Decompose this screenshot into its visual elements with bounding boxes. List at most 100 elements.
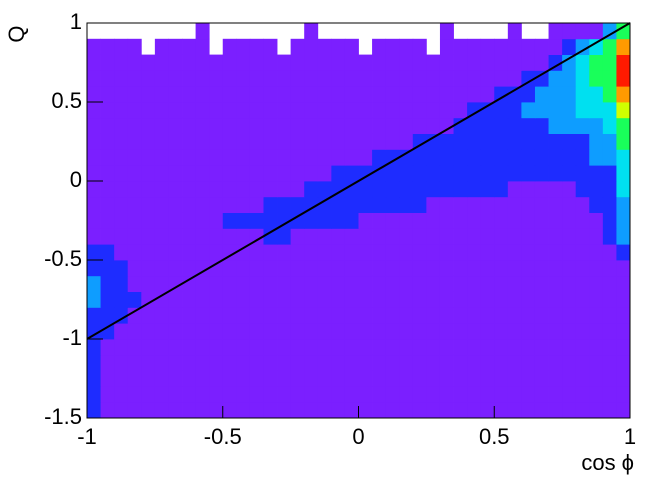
heatmap-cell xyxy=(575,102,590,119)
heatmap-cell xyxy=(249,196,264,213)
heatmap-cell xyxy=(195,38,210,55)
heatmap-cell xyxy=(100,86,115,103)
heatmap-cell xyxy=(548,386,563,403)
heatmap-cell xyxy=(114,260,129,277)
heatmap-cell xyxy=(182,165,196,182)
heatmap-cell xyxy=(521,370,536,387)
heatmap-cell xyxy=(358,149,373,166)
heatmap-cell xyxy=(317,181,332,198)
heatmap-cell xyxy=(562,323,577,340)
heatmap-cell xyxy=(602,212,617,229)
heatmap-cell xyxy=(548,339,563,356)
heatmap-cell xyxy=(467,291,482,308)
heatmap-cell xyxy=(331,370,346,387)
heatmap-cell xyxy=(439,86,454,103)
heatmap-cell xyxy=(236,228,251,245)
heatmap-cell xyxy=(616,165,631,182)
heatmap-cell xyxy=(385,339,400,356)
heatmap-cell xyxy=(290,54,305,71)
heatmap-cell xyxy=(114,354,129,371)
heatmap-cell xyxy=(521,149,536,166)
heatmap-cell xyxy=(331,307,346,324)
heatmap-cell xyxy=(385,228,400,245)
heatmap-cell xyxy=(87,117,101,134)
heatmap-cell xyxy=(494,149,509,166)
heatmap-cell xyxy=(602,38,617,55)
heatmap-cell xyxy=(290,102,305,119)
heatmap-cell xyxy=(358,70,373,87)
heatmap-cell xyxy=(439,117,454,134)
heatmap-cell xyxy=(480,38,495,55)
heatmap-cell xyxy=(602,260,617,277)
heatmap-cell xyxy=(480,212,495,229)
heatmap-cell xyxy=(494,339,509,356)
heatmap-cell xyxy=(562,386,577,403)
heatmap-cell xyxy=(385,291,400,308)
heatmap-cell xyxy=(453,196,468,213)
heatmap-cell xyxy=(562,38,577,55)
heatmap-cell xyxy=(548,38,563,55)
heatmap-cell xyxy=(439,54,454,71)
heatmap-cell xyxy=(412,339,427,356)
heatmap-cell xyxy=(317,291,332,308)
heatmap-cell xyxy=(412,54,427,71)
heatmap-cell xyxy=(385,323,400,340)
heatmap-cell xyxy=(182,54,196,71)
heatmap-cell xyxy=(521,307,536,324)
heatmap-cell xyxy=(426,117,441,134)
heatmap-cell xyxy=(304,260,319,277)
heatmap-cell xyxy=(399,38,414,55)
heatmap-cell xyxy=(575,386,590,403)
heatmap-cell xyxy=(100,291,115,308)
heatmap-cell xyxy=(222,38,237,55)
heatmap-cell xyxy=(263,54,278,71)
heatmap-cell xyxy=(154,260,169,277)
heatmap-cell xyxy=(141,339,156,356)
heatmap-cell xyxy=(168,212,183,229)
heatmap-cell xyxy=(412,323,427,340)
heatmap-cell xyxy=(222,291,237,308)
heatmap-cell xyxy=(87,149,101,166)
heatmap-cell xyxy=(426,196,441,213)
heatmap-cell xyxy=(453,38,468,55)
heatmap-cell xyxy=(182,370,196,387)
heatmap-cell xyxy=(467,339,482,356)
heatmap-cell xyxy=(616,149,631,166)
heatmap-cell xyxy=(453,291,468,308)
heatmap-cell xyxy=(141,323,156,340)
heatmap-cell xyxy=(344,354,359,371)
heatmap-cell xyxy=(290,117,305,134)
heatmap-cell xyxy=(575,354,590,371)
heatmap-cell xyxy=(426,275,441,292)
heatmap-cell xyxy=(317,102,332,119)
heatmap-cell xyxy=(372,54,387,71)
heatmap-cell xyxy=(602,370,617,387)
heatmap-cell xyxy=(127,212,142,229)
heatmap-cell xyxy=(548,102,563,119)
heatmap-cell xyxy=(100,354,115,371)
heatmap-cell xyxy=(263,165,278,182)
heatmap-cell xyxy=(304,102,319,119)
heatmap-cell xyxy=(494,354,509,371)
heatmap-cell xyxy=(589,181,604,198)
heatmap-cell xyxy=(263,70,278,87)
heatmap-cell xyxy=(439,149,454,166)
heatmap-cell xyxy=(521,70,536,87)
heatmap-cell xyxy=(168,402,183,419)
heatmap-cell xyxy=(507,291,522,308)
heatmap-cell xyxy=(507,212,522,229)
heatmap-cell xyxy=(236,402,251,419)
heatmap-cell xyxy=(453,339,468,356)
heatmap-cell xyxy=(304,54,319,71)
heatmap-cell xyxy=(602,339,617,356)
heatmap-cell xyxy=(439,386,454,403)
heatmap-cell xyxy=(616,54,631,71)
heatmap-cell xyxy=(575,70,590,87)
heatmap-cell xyxy=(304,38,319,55)
heatmap-cell xyxy=(467,260,482,277)
heatmap-cell xyxy=(467,275,482,292)
heatmap-cell xyxy=(127,244,142,261)
heatmap-cell xyxy=(534,228,549,245)
heatmap-cell xyxy=(277,386,292,403)
heatmap-cell xyxy=(182,212,196,229)
